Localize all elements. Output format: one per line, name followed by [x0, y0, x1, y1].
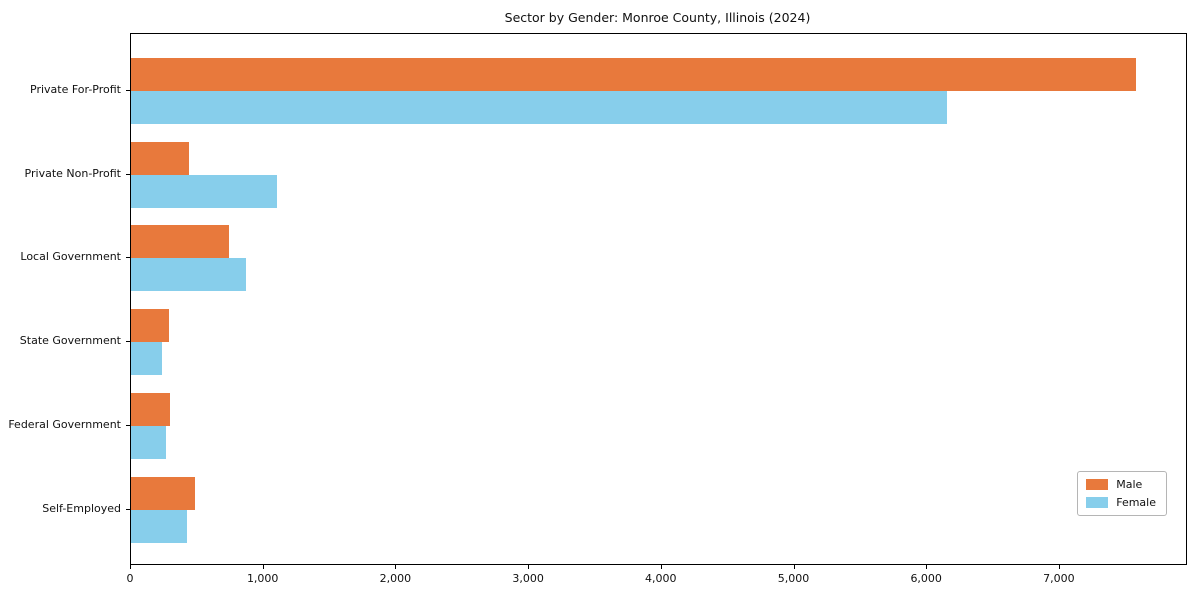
plot-area: Male Female	[130, 33, 1187, 565]
x-tick-label: 0	[126, 572, 134, 585]
bar-male-2	[131, 142, 190, 175]
y-tick-label: Private For-Profit	[30, 83, 121, 96]
x-tick-label: 7,000	[1043, 572, 1075, 585]
bar-female-3	[131, 258, 246, 291]
y-tick-mark	[126, 257, 130, 258]
x-tick-mark	[793, 565, 795, 569]
y-tick-mark	[126, 90, 130, 91]
bar-female-1	[131, 91, 948, 124]
legend-row-female: Female	[1086, 496, 1156, 509]
legend-label-male: Male	[1116, 478, 1143, 491]
chart-title: Sector by Gender: Monroe County, Illinoi…	[504, 10, 811, 25]
bar-male-6	[131, 477, 195, 510]
x-tick-mark	[1058, 565, 1060, 569]
bar-female-6	[131, 510, 188, 543]
bars-layer	[131, 34, 1186, 564]
bar-male-5	[131, 393, 170, 426]
bar-female-4	[131, 342, 163, 375]
bar-female-2	[131, 175, 277, 208]
y-tick-label: Local Government	[20, 250, 121, 263]
bar-female-5	[131, 426, 167, 459]
legend-swatch-female-icon	[1086, 497, 1109, 508]
y-tick-label: Self-Employed	[42, 502, 121, 515]
x-tick-mark	[130, 565, 131, 569]
x-tick-mark	[926, 565, 928, 569]
legend-swatch-male-icon	[1086, 479, 1109, 490]
y-tick-label: State Government	[19, 334, 121, 347]
legend-row-male: Male	[1086, 478, 1156, 491]
x-tick-mark	[262, 565, 264, 569]
y-tick-mark	[126, 341, 130, 342]
x-tick-label: 3,000	[512, 572, 544, 585]
x-tick-mark	[528, 565, 530, 569]
x-tick-label: 4,000	[645, 572, 677, 585]
x-tick-label: 6,000	[910, 572, 942, 585]
y-tick-mark	[126, 174, 130, 175]
bar-male-1	[131, 58, 1137, 91]
x-tick-mark	[395, 565, 397, 569]
y-tick-label: Federal Government	[8, 418, 121, 431]
y-tick-mark	[126, 425, 130, 426]
bar-male-4	[131, 309, 169, 342]
legend: Male Female	[1077, 471, 1167, 516]
x-tick-label: 1,000	[246, 572, 279, 585]
x-tick-mark	[660, 565, 662, 569]
legend-label-female: Female	[1116, 496, 1156, 509]
y-tick-label: Private Non-Profit	[24, 167, 121, 180]
x-tick-label: 5,000	[777, 572, 810, 585]
x-tick-label: 2,000	[379, 572, 412, 585]
bar-male-3	[131, 225, 230, 258]
y-tick-mark	[126, 509, 130, 510]
